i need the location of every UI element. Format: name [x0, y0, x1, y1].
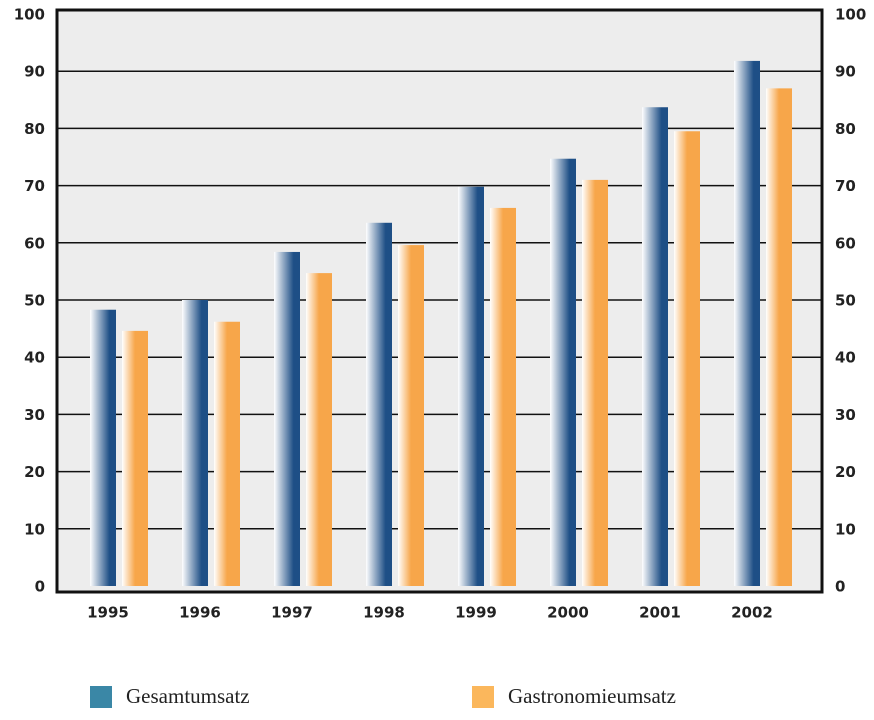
x-tick-label: 1998 — [363, 604, 405, 622]
x-tick-label: 1996 — [179, 604, 221, 622]
y2-tick-label: 60 — [835, 234, 856, 252]
bar — [642, 107, 668, 586]
y-tick-label: 10 — [24, 520, 45, 538]
bar — [214, 322, 240, 586]
bar — [90, 310, 116, 586]
y-tick-label: 100 — [14, 6, 45, 24]
bar — [582, 180, 608, 586]
y-tick-label: 90 — [24, 63, 45, 81]
bar — [458, 187, 484, 586]
x-tick-label: 2000 — [547, 604, 589, 622]
bar — [734, 61, 760, 586]
bar — [550, 159, 576, 586]
y2-tick-label: 30 — [835, 406, 856, 424]
y2-tick-label: 100 — [835, 6, 866, 24]
legend-swatch — [472, 686, 494, 708]
y2-tick-label: 70 — [835, 177, 856, 195]
y-tick-label: 30 — [24, 406, 45, 424]
y-tick-label: 50 — [24, 292, 45, 310]
plot-area — [57, 10, 822, 592]
y2-tick-label: 20 — [835, 463, 856, 481]
y-tick-label: 80 — [24, 120, 45, 138]
bar — [490, 208, 516, 586]
bar — [766, 88, 792, 586]
legend-label: Gesamtumsatz — [126, 684, 250, 708]
x-tick-label: 1999 — [455, 604, 497, 622]
bar — [366, 223, 392, 586]
y-tick-label: 40 — [24, 349, 45, 367]
y-tick-label: 0 — [35, 578, 45, 596]
y2-tick-label: 40 — [835, 349, 856, 367]
y2-tick-label: 0 — [835, 578, 845, 596]
y2-tick-label: 10 — [835, 520, 856, 538]
bar — [182, 300, 208, 586]
x-tick-label: 1997 — [271, 604, 313, 622]
y2-tick-label: 80 — [835, 120, 856, 138]
legend-swatch — [90, 686, 112, 708]
bar — [274, 252, 300, 586]
bar — [398, 245, 424, 586]
x-tick-label: 2002 — [731, 604, 773, 622]
bar — [674, 131, 700, 586]
y2-tick-label: 50 — [835, 292, 856, 310]
y-tick-label: 60 — [24, 234, 45, 252]
chart: 0 10 20 30 40 50 60 70 80 90 100 0 10 20 30 40 50 60 70 80 9… — [0, 0, 874, 716]
x-tick-label: 1995 — [87, 604, 129, 622]
x-tick-label: 2001 — [639, 604, 681, 622]
y-tick-label: 20 — [24, 463, 45, 481]
y-tick-label: 70 — [24, 177, 45, 195]
bar — [122, 331, 148, 586]
legend-label: Gastronomieumsatz — [508, 684, 676, 708]
y2-tick-label: 90 — [835, 63, 856, 81]
bar — [306, 273, 332, 586]
